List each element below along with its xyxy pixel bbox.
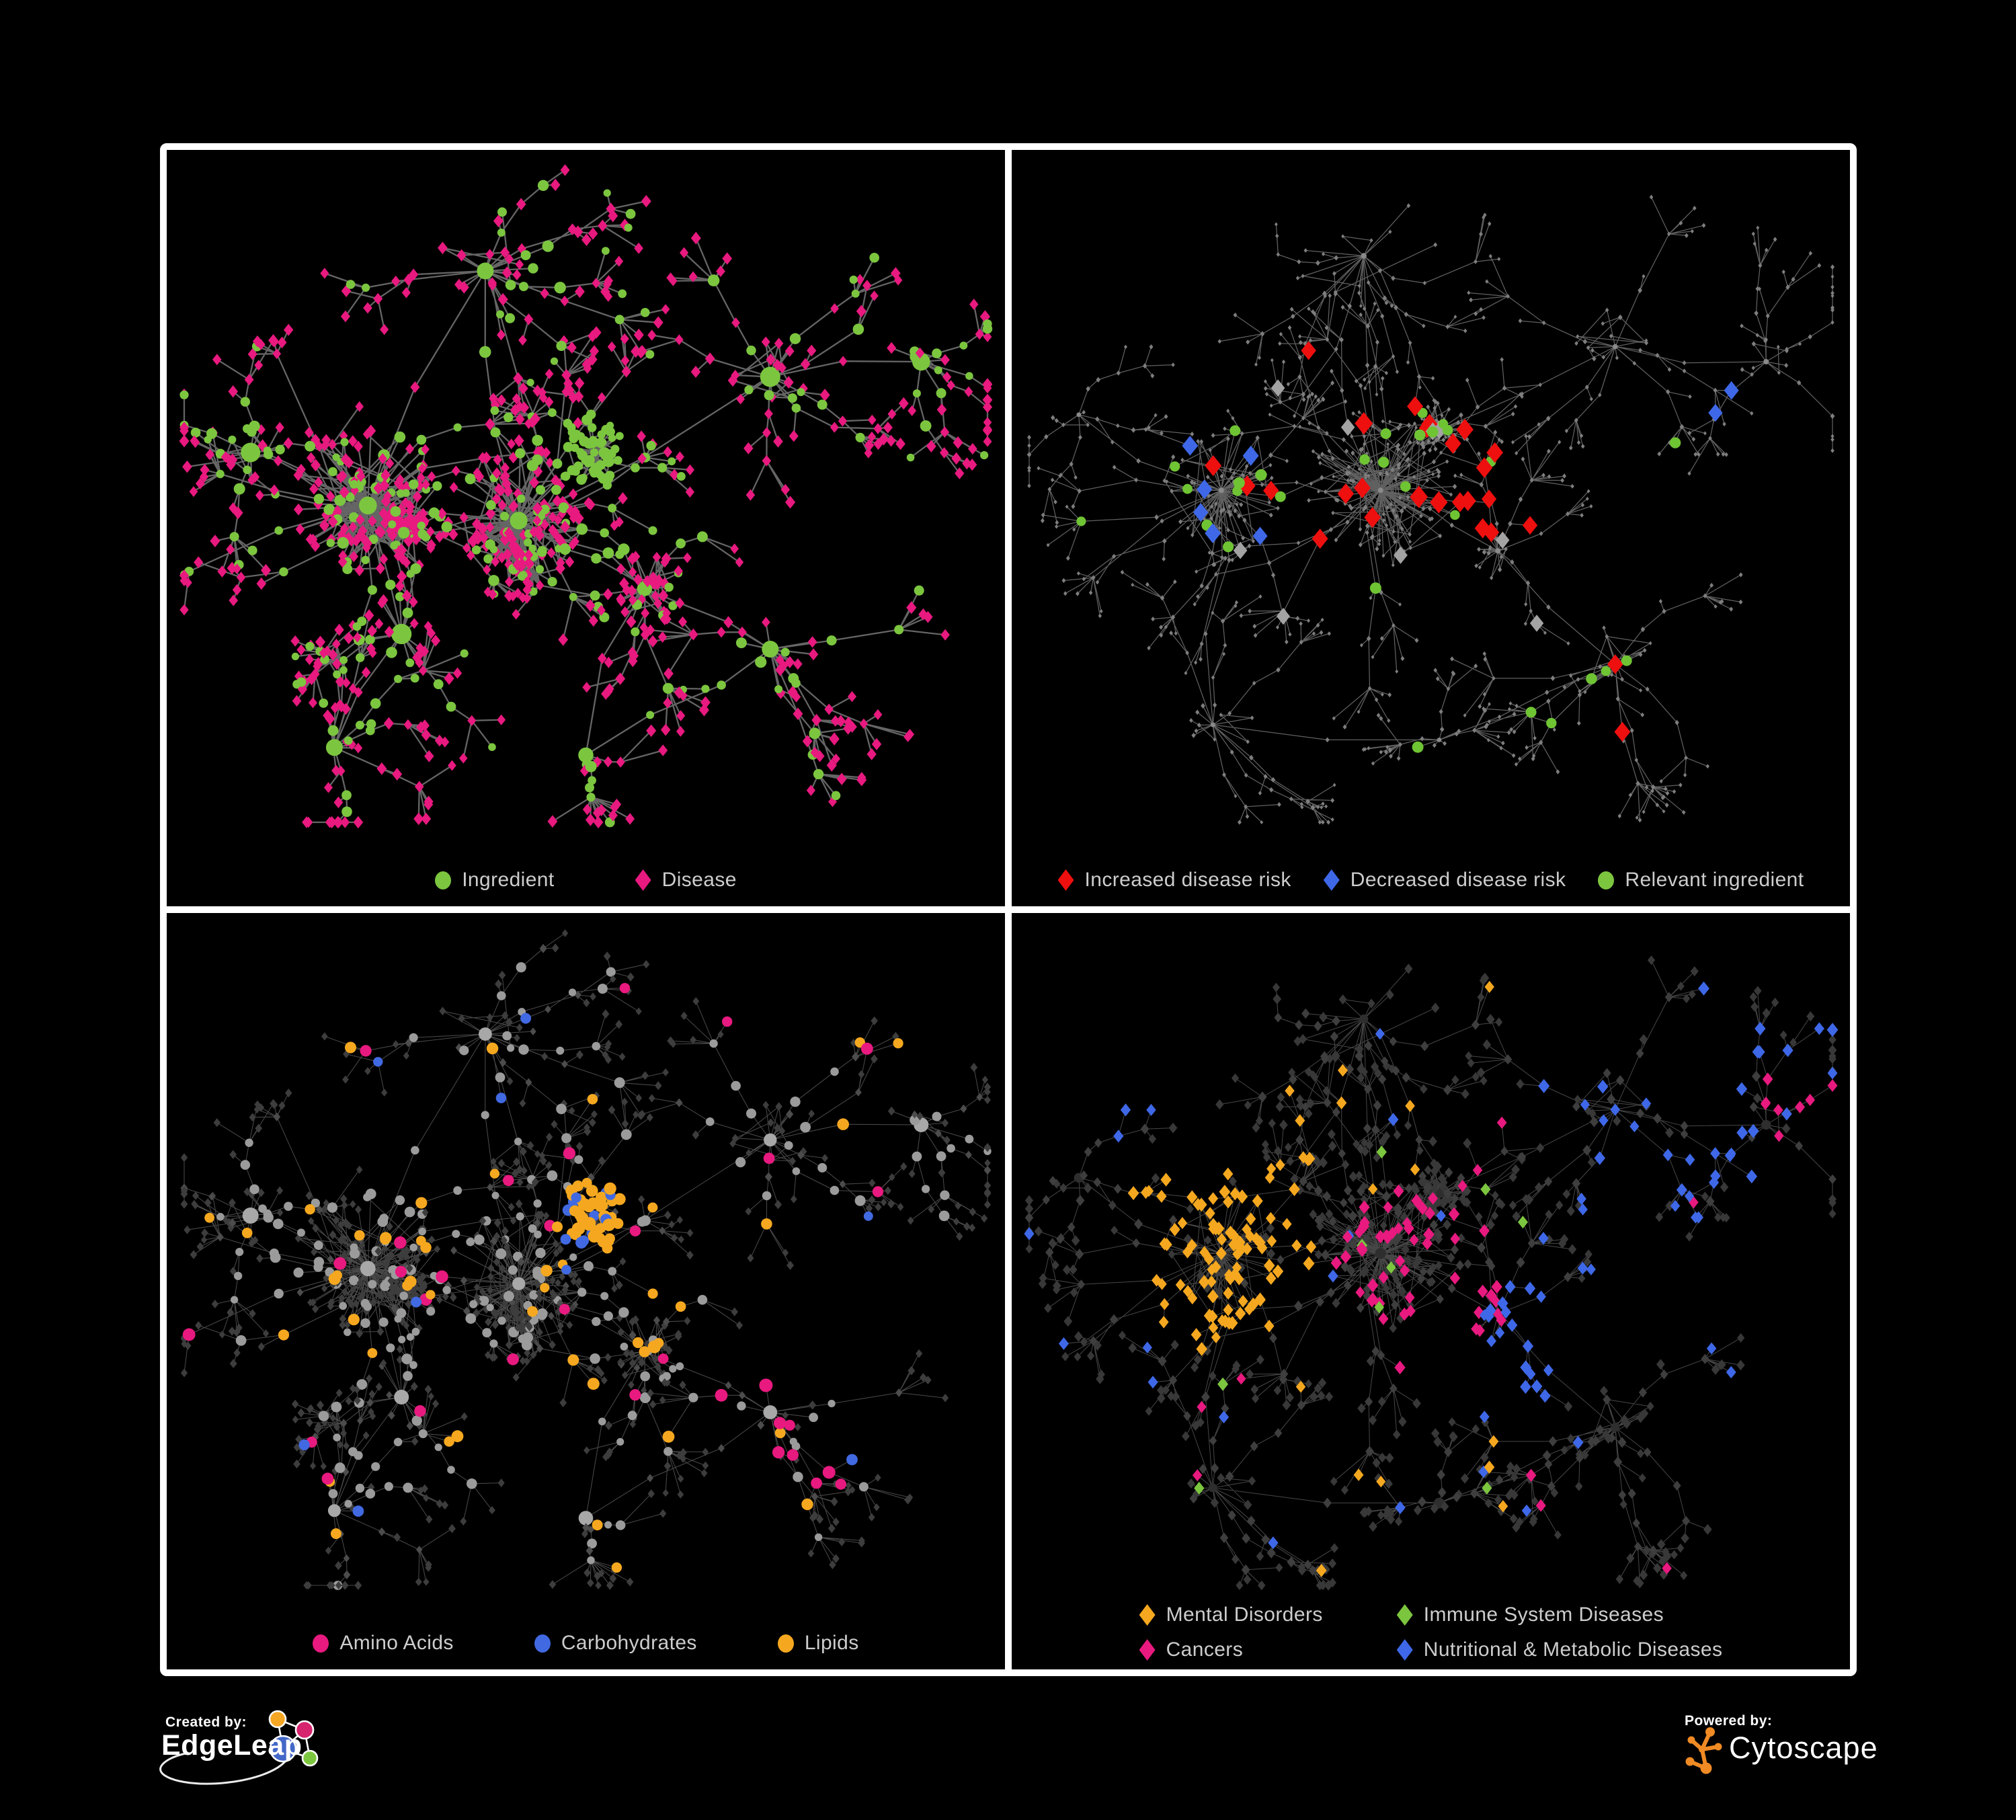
disease-risk-legend: Increased disease risk Decreased disease … bbox=[1012, 869, 1850, 892]
legend-label: Ingredient bbox=[462, 869, 555, 891]
legend-marker-circle-icon bbox=[435, 871, 452, 889]
legend-item: Ingredient bbox=[435, 869, 554, 892]
disease-risk-network bbox=[1026, 194, 1835, 825]
panel-disease-risk: Increased disease risk Decreased disease … bbox=[1012, 150, 1850, 906]
panel-ingredient-disease: Ingredient Disease bbox=[167, 150, 1005, 906]
network-grid-frame: Ingredient Disease Increased disease risk… bbox=[160, 143, 1857, 1676]
legend-label: Decreased disease risk bbox=[1350, 869, 1566, 891]
legend-item: Nutritional & Metabolic Diseases bbox=[1396, 1638, 1723, 1661]
panel-nutrient-classes: Amino Acids Carbohydrates Lipids bbox=[167, 913, 1005, 1669]
edgeleap-node-magenta-icon bbox=[294, 1720, 315, 1740]
legend-marker-diamond-icon bbox=[1139, 1639, 1156, 1661]
legend-item: Disease bbox=[635, 869, 737, 892]
legend-item: Immune System Diseases bbox=[1396, 1604, 1664, 1626]
panel-disease-classes: Mental Disorders Immune System Diseases Ca… bbox=[1012, 913, 1850, 1669]
legend-marker-diamond-icon bbox=[635, 869, 651, 891]
legend-item: Cancers bbox=[1139, 1638, 1244, 1661]
disease-classes-network bbox=[1024, 955, 1839, 1591]
powered-by-label: Powered by: bbox=[1685, 1713, 1773, 1729]
legend-label: Carbohydrates bbox=[561, 1632, 697, 1654]
legend-label: Lipids bbox=[804, 1632, 859, 1654]
legend-marker-diamond-icon bbox=[1057, 869, 1074, 891]
legend-item: Decreased disease risk bbox=[1323, 869, 1566, 892]
ingredient-disease-legend: Ingredient Disease bbox=[167, 869, 1005, 892]
legend-marker-diamond-icon bbox=[1139, 1604, 1156, 1626]
legend-marker-circle-icon bbox=[1598, 871, 1615, 889]
legend-marker-circle-icon bbox=[534, 1634, 551, 1653]
cytoscape-brand: Cytoscape bbox=[1729, 1731, 1878, 1765]
legend-marker-diamond-icon bbox=[1396, 1639, 1413, 1661]
nutrient-classes-network bbox=[180, 929, 992, 1590]
ingredient-disease-network bbox=[179, 164, 993, 829]
nutrient-classes-legend: Amino Acids Carbohydrates Lipids bbox=[167, 1632, 1005, 1655]
edgeleap-swoosh bbox=[159, 1752, 288, 1785]
legend-marker-diamond-icon bbox=[1396, 1604, 1413, 1626]
legend-label: Disease bbox=[661, 869, 737, 891]
legend-item: Amino Acids bbox=[313, 1632, 453, 1655]
legend-item: Relevant ingredient bbox=[1598, 869, 1804, 892]
legend-label: Increased disease risk bbox=[1084, 869, 1291, 891]
legend-label: Relevant ingredient bbox=[1625, 869, 1804, 891]
legend-marker-diamond-icon bbox=[1323, 869, 1340, 891]
edgeleap-brand: EdgeLeap bbox=[161, 1729, 303, 1762]
edgeleap-logo bbox=[159, 1710, 319, 1785]
legend-label: Amino Acids bbox=[339, 1632, 454, 1654]
legend-label: Immune System Diseases bbox=[1423, 1604, 1664, 1626]
edgeleap-node-green-icon bbox=[301, 1749, 319, 1767]
created-by-label: Created by: bbox=[165, 1714, 247, 1730]
disease-classes-legend: Mental Disorders Immune System Diseases Ca… bbox=[1139, 1604, 1723, 1661]
legend-label: Cancers bbox=[1166, 1638, 1244, 1661]
legend-marker-circle-icon bbox=[777, 1634, 794, 1653]
edgeleap-node-blue-icon bbox=[269, 1735, 297, 1763]
legend-item: Mental Disorders bbox=[1139, 1604, 1323, 1626]
edgeleap-node-orange-icon bbox=[268, 1710, 287, 1729]
cytoscape-logo-icon bbox=[1685, 1727, 1722, 1774]
legend-item: Carbohydrates bbox=[534, 1632, 697, 1655]
legend-item: Lipids bbox=[777, 1632, 859, 1655]
legend-label: Mental Disorders bbox=[1166, 1604, 1323, 1626]
legend-label: Nutritional & Metabolic Diseases bbox=[1423, 1638, 1723, 1661]
legend-marker-circle-icon bbox=[313, 1634, 329, 1653]
legend-item: Increased disease risk bbox=[1057, 869, 1291, 892]
